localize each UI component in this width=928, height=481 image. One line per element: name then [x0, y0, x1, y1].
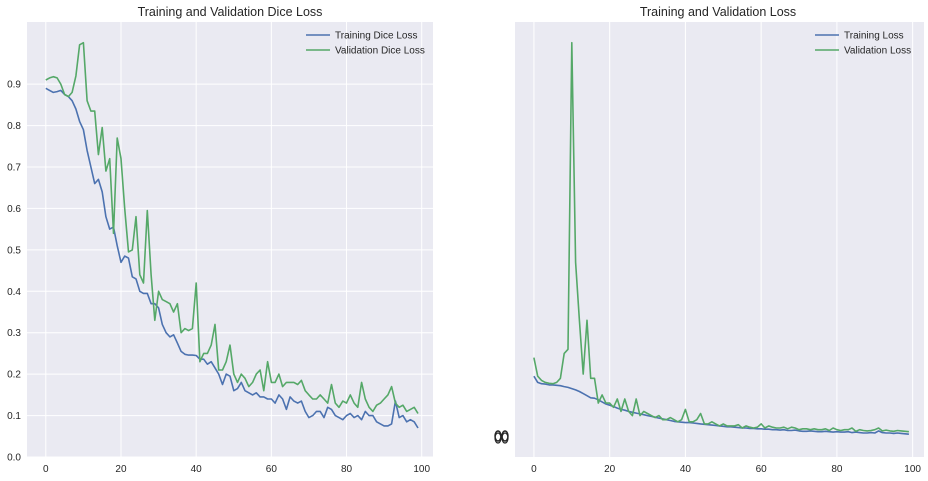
y-tick-label: 0.5	[7, 245, 21, 256]
x-tick-label: 0	[43, 464, 49, 475]
x-tick-label: 20	[604, 464, 616, 475]
legend-label-training-dice: Training Dice Loss	[335, 31, 417, 42]
x-tick-label: 100	[413, 464, 430, 475]
y-tick-label: 0.4	[7, 287, 21, 298]
dice-plot-area	[27, 22, 433, 457]
y-tick-label: 0.7	[7, 163, 21, 174]
y-tick-label: 0.0	[7, 453, 21, 464]
x-tick-label: 20	[115, 464, 127, 475]
series-line-training-dice-loss	[45, 87, 419, 429]
overlapping-ytick-labels	[494, 430, 509, 444]
series-line-training-loss	[533, 375, 909, 435]
x-tick-label: 80	[831, 464, 843, 475]
x-tick-label: 80	[341, 464, 353, 475]
dice-chart-title: Training and Validation Dice Loss	[138, 5, 323, 19]
x-tick-label: 100	[904, 464, 921, 475]
series-line-validation-loss	[533, 41, 909, 433]
x-tick-label: 40	[680, 464, 692, 475]
y-tick-label: 0.2	[7, 370, 21, 381]
legend-label-validation-dice: Validation Dice Loss	[335, 46, 425, 57]
x-tick-label: 0	[531, 464, 537, 475]
loss-legend: Training Loss Validation Loss	[815, 31, 911, 57]
x-tick-label: 40	[191, 464, 203, 475]
y-tick-label: 0.9	[7, 80, 21, 91]
x-tick-label: 60	[266, 464, 278, 475]
loss-chart-title: Training and Validation Loss	[640, 5, 796, 19]
y-tick-label: 0.3	[7, 328, 21, 339]
series-line-validation-dice-loss	[45, 41, 419, 414]
legend-label-training-loss: Training Loss	[844, 31, 904, 42]
loss-plot-area	[515, 22, 924, 457]
x-tick-label: 60	[756, 464, 768, 475]
loss-chart: 0 20 40 60 80 100 Training and Validation Los…	[494, 5, 924, 475]
legend-label-validation-loss: Validation Loss	[844, 46, 911, 57]
dice-legend: Training Dice Loss Validation Dice Loss	[306, 31, 425, 57]
y-tick-label: 0.1	[7, 411, 21, 422]
y-tick-label: 0.6	[7, 204, 21, 215]
dice-loss-chart: 0 20 40 60 80 100 0.0 0.1 0.2 0.3 0.4 0.5 0.6 0.7 0.8 0…	[7, 5, 433, 475]
y-tick-label: 0.8	[7, 121, 21, 132]
